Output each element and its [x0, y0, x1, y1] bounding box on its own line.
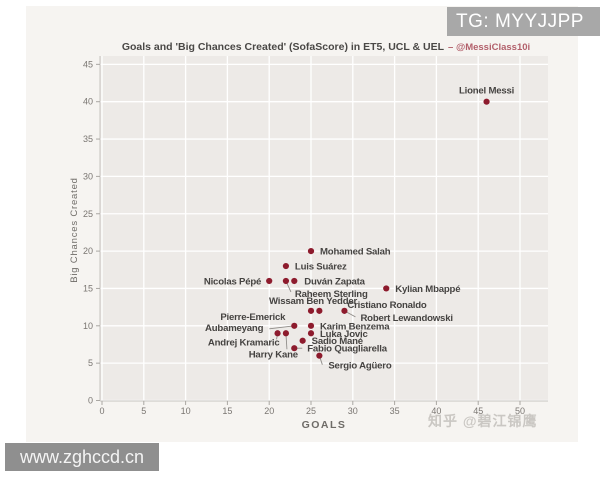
axis-tick-label: 15 [83, 283, 93, 293]
data-point [299, 337, 306, 344]
point-label: Nicolas Pépé [204, 276, 261, 287]
axis-tick-label: 20 [264, 406, 274, 416]
axis-tick-label: 35 [83, 134, 93, 144]
data-point [291, 345, 298, 352]
point-label: Aubameyang [205, 323, 264, 334]
leader-line [269, 325, 295, 330]
axis-tick-label: 5 [141, 406, 146, 416]
point-label: Robert Lewandowski [360, 313, 452, 324]
axis-tick-label: 15 [222, 406, 232, 416]
axis-tick-label: 40 [83, 97, 93, 107]
axis-tick-label: 35 [390, 406, 400, 416]
data-point [383, 285, 390, 292]
point-label: Pierre-Emerick [220, 312, 286, 323]
point-label: Kylian Mbappé [395, 284, 460, 295]
website-watermark: www.zghccd.cn [5, 443, 159, 471]
telegram-watermark: TG: MYYJJPP [447, 7, 600, 36]
data-point [341, 307, 348, 314]
axis-tick-label: 20 [83, 246, 93, 256]
point-label: Fabio Quagliarella [307, 344, 387, 355]
axis-tick-label: 30 [83, 171, 93, 181]
data-point [291, 322, 298, 329]
data-point [291, 277, 298, 285]
zhihu-watermark: 知乎 @碧江锦鹰 [428, 413, 538, 429]
data-point [274, 330, 281, 337]
data-point [307, 248, 315, 255]
axis-tick-label: 25 [83, 209, 93, 219]
axis-tick-label: 10 [181, 406, 191, 416]
point-label: Harry Kane [249, 349, 298, 360]
data-point [483, 98, 490, 105]
data-point [282, 262, 290, 270]
axis-tick-label: 40 [431, 406, 441, 416]
point-label: Luis Suárez [295, 262, 347, 273]
point-label: Sadio Mané [312, 336, 363, 347]
axis-tick-label: 50 [515, 406, 525, 416]
axis-tick-label: 5 [88, 358, 93, 368]
point-label: Mohamed Salah [320, 247, 391, 258]
axis-tick-label: 45 [473, 406, 483, 416]
data-point [307, 307, 315, 314]
data-point [316, 307, 323, 314]
data-point [307, 322, 315, 329]
point-label: Andrej Kramaric [208, 337, 281, 348]
point-label: Raheem Sterling [295, 289, 368, 300]
axis-tick-label: 0 [99, 406, 104, 416]
chart-credit: – @MessiClass10i [448, 42, 531, 53]
point-label: Lionel Messi [459, 86, 514, 97]
data-point [316, 352, 323, 359]
point-label: Karim Benzema [320, 321, 390, 332]
x-axis-label: GOALS [302, 419, 347, 431]
data-point [266, 277, 273, 285]
point-label: Duván Zapata [304, 276, 365, 287]
point-label: Wissam Ben Yedder [269, 296, 358, 307]
axis-tick-label: 45 [83, 59, 93, 69]
point-label: Luka Jovic [320, 329, 368, 340]
data-point [282, 330, 290, 337]
data-point [282, 277, 290, 285]
data-point [307, 330, 315, 337]
plot-panel [100, 56, 548, 401]
point-label: Sergio Agüero [328, 361, 391, 372]
axis-tick-label: 10 [83, 321, 93, 331]
axis-tick-label: 0 [88, 396, 93, 406]
y-axis-label: Big Chances Created [69, 177, 80, 283]
axis-tick-label: 30 [348, 406, 358, 416]
axis-tick-label: 25 [306, 406, 316, 416]
point-label: Cristiano Ronaldo [347, 300, 427, 311]
chart-title-text: Goals and 'Big Chances Created' (SofaSco… [121, 41, 445, 53]
chart-title: Goals and 'Big Chances Created' (SofaSco… [108, 41, 544, 53]
